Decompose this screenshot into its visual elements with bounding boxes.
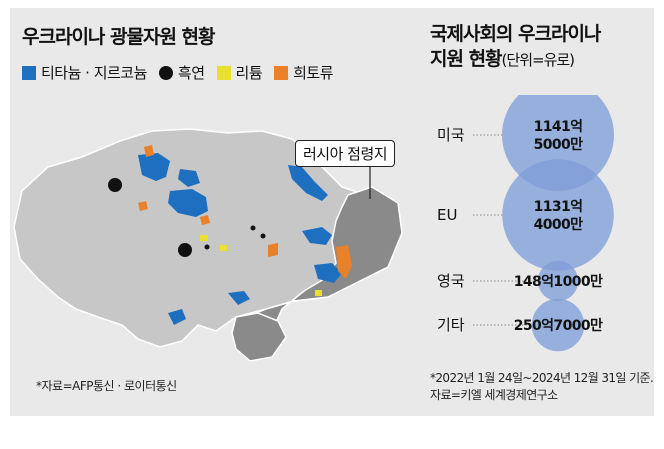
legend-swatch-lithium: [216, 65, 231, 80]
deposit-graphite-5: [204, 244, 210, 250]
legend-item-rare-earth: 희토류: [274, 62, 334, 83]
bubble-value-0-0: 1141억: [534, 119, 583, 135]
map-legend: 티타늄 · 지르코늄 흑연 리튬 희토류: [22, 62, 334, 83]
ukraine-map: [13, 128, 403, 362]
deposit-lithium-1: [200, 235, 208, 241]
aid-title-line2: 지원 현황(단위=유로): [430, 47, 650, 73]
deposit-rare-earth-2: [138, 201, 148, 211]
bubble-3: [531, 298, 585, 352]
map-source-note: *자료=AFP통신 · 로이터통신: [36, 379, 177, 393]
aid-note-line1: *2022년 1월 24일~2024년 12월 31일 기준.: [430, 371, 654, 385]
deposit-graphite-1: [108, 178, 122, 192]
bubble-value-1-1: 4000만: [534, 217, 584, 233]
bubble-value-0-1: 5000만: [534, 137, 584, 153]
legend-swatch-graphite: [158, 65, 173, 80]
legend-item-lithium: 리튬: [216, 62, 263, 83]
deposit-rare-earth-4: [268, 243, 278, 257]
deposit-rare-earth-1: [144, 145, 154, 157]
deposit-titanium-3: [178, 169, 200, 187]
lithium-deposits: [200, 235, 322, 296]
aid-note: *2022년 1월 24일~2024년 12월 31일 기준. 자료=키엘 세계…: [430, 370, 654, 404]
bubble-2: [537, 260, 579, 302]
deposit-titanium-2: [168, 189, 208, 217]
deposit-rare-earth-5: [336, 245, 352, 279]
deposit-graphite-4: [260, 233, 266, 239]
deposit-rare-earth-3: [200, 215, 210, 225]
aid-title-unit: (단위=유로): [501, 51, 575, 69]
graphite-deposits: [108, 178, 266, 257]
deposit-lithium-2: [220, 245, 227, 251]
bubble-category-3: 기타: [437, 316, 465, 334]
aid-title-main: 지원 현황: [430, 48, 503, 70]
bubble-category-1: EU: [437, 206, 457, 224]
legend-swatch-rare-earth: [274, 65, 289, 80]
deposit-graphite-3: [250, 225, 256, 231]
titanium-zirconium-deposits: [138, 153, 342, 325]
bubble-category-0: 미국: [437, 126, 465, 144]
legend-item-graphite: 흑연: [158, 62, 205, 83]
bubble-value-1-0: 1131억: [534, 199, 583, 215]
bubble-1: [502, 159, 614, 271]
legend-swatch-titanium: [22, 65, 36, 80]
crimea-occupied: [231, 312, 287, 362]
legend-item-titanium: 티타늄 · 지르코늄: [22, 62, 147, 83]
bubble-value-2-0: 148억1000만: [514, 274, 603, 290]
deposit-titanium-8: [168, 309, 186, 325]
legend-label-titanium: 티타늄 · 지르코늄: [41, 64, 147, 82]
map-title: 우크라이나 광물자원 현황: [22, 26, 216, 48]
legend-label-rare-earth: 희토류: [293, 64, 334, 82]
aid-title-line1: 국제사회의 우크라이나: [430, 23, 601, 45]
occupied-territory-callout: 러시아 점령지: [295, 140, 396, 167]
bubble-category-2: 영국: [437, 272, 465, 290]
aid-note-line2: 자료=키엘 세계경제연구소: [430, 388, 558, 402]
deposit-lithium-3: [315, 290, 322, 296]
legend-label-graphite: 흑연: [177, 64, 205, 82]
deposit-graphite-2: [178, 243, 192, 257]
deposit-titanium-4: [288, 165, 328, 201]
rare-earth-deposits: [138, 145, 352, 279]
deposit-titanium-1: [138, 153, 170, 181]
deposit-titanium-6: [314, 263, 342, 283]
aid-title: 국제사회의 우크라이나 지원 현황(단위=유로): [430, 22, 650, 73]
bubble-value-3-0: 250억7000만: [514, 318, 603, 334]
deposit-titanium-5: [302, 227, 332, 245]
deposit-titanium-7: [228, 291, 250, 305]
legend-label-lithium: 리튬: [235, 64, 263, 82]
